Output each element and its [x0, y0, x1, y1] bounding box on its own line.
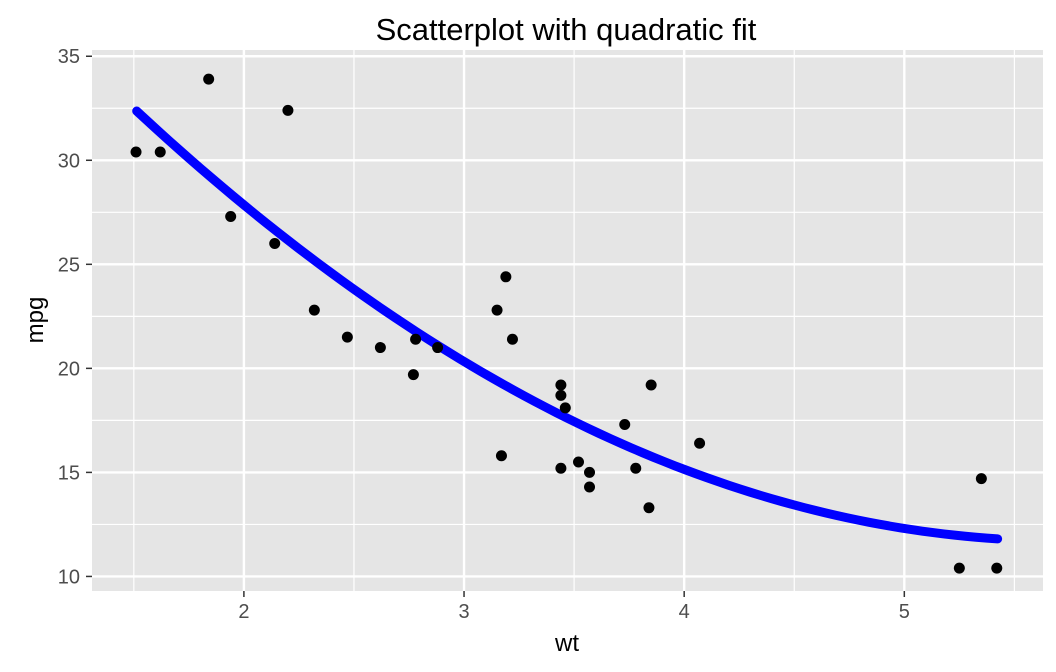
data-point: [953, 562, 965, 574]
data-point: [130, 146, 142, 158]
data-point: [203, 73, 215, 85]
data-point: [555, 389, 567, 401]
data-point: [282, 104, 294, 116]
x-tick-label: 3: [458, 601, 469, 623]
chart-title: Scatterplot with quadratic fit: [376, 12, 757, 47]
data-point: [555, 379, 567, 391]
data-point: [500, 271, 512, 283]
data-point: [645, 379, 657, 391]
data-point: [506, 333, 518, 345]
minor-gridlines: [92, 50, 1043, 591]
y-tick-label: 20: [58, 358, 80, 380]
data-point: [555, 462, 567, 474]
y-tick-label: 10: [58, 566, 80, 588]
data-point: [269, 238, 281, 250]
data-point: [154, 146, 166, 158]
x-tick-label: 5: [899, 601, 910, 623]
x-tick-label: 4: [679, 601, 690, 623]
data-point: [584, 481, 596, 493]
data-point: [491, 304, 503, 316]
x-tick-label: 2: [238, 601, 249, 623]
plot-panel: [92, 50, 1043, 591]
data-points: [130, 73, 1003, 574]
data-point: [407, 369, 419, 381]
y-tick-label: 15: [58, 462, 80, 484]
data-point: [573, 456, 585, 468]
x-axis-title: wt: [554, 630, 579, 657]
data-point: [991, 562, 1003, 574]
data-point: [432, 342, 444, 354]
data-point: [619, 419, 631, 431]
data-point: [975, 473, 987, 485]
y-axis-title: mpg: [22, 297, 49, 344]
y-tick-label: 25: [58, 254, 80, 276]
data-point: [225, 210, 237, 222]
y-tick-label: 35: [58, 46, 80, 68]
data-point: [495, 450, 507, 462]
data-point: [584, 466, 596, 478]
major-gridlines: [92, 50, 1043, 591]
data-point: [374, 342, 386, 354]
y-tick-label: 30: [58, 150, 80, 172]
data-point: [559, 402, 571, 414]
y-axis: 10 15 20 25 30 35: [58, 46, 92, 588]
data-point: [410, 333, 422, 345]
data-point: [341, 331, 353, 343]
data-point: [643, 502, 655, 514]
data-point: [694, 437, 706, 449]
x-axis: 2 3 4 5: [238, 591, 910, 623]
data-point: [308, 304, 320, 316]
quadratic-fit-line: [132, 106, 1003, 544]
data-point: [630, 462, 642, 474]
